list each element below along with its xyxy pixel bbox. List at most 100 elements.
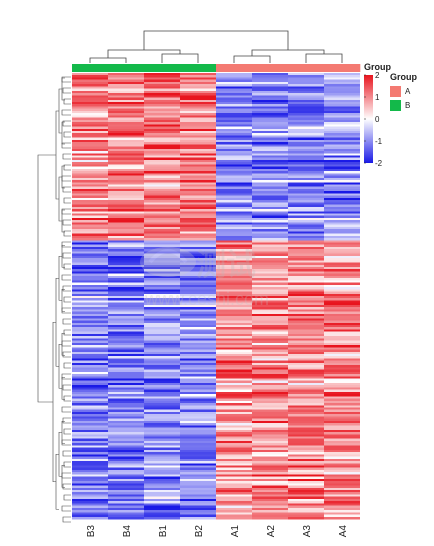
- heatmap-cell: [324, 391, 360, 395]
- heatmap-cell: [288, 142, 324, 145]
- heatmap-cell: [324, 269, 360, 272]
- heatmap-cell: [252, 478, 288, 482]
- heatmap-cell: [144, 336, 180, 339]
- heatmap-cell: [144, 378, 180, 382]
- heatmap-cell: [216, 119, 252, 123]
- heatmap-cell: [72, 467, 108, 471]
- heatmap-cell: [144, 472, 180, 475]
- heatmap-cell: [216, 137, 252, 141]
- heatmap-cell: [108, 387, 144, 390]
- heatmap-cell: [324, 438, 360, 442]
- heatmap-cell: [72, 347, 108, 350]
- heatmap-cell: [144, 115, 180, 118]
- heatmap-cell: [72, 244, 108, 248]
- heatmap-cell: [324, 311, 360, 315]
- heatmap-cell: [144, 124, 180, 127]
- heatmap-cell: [216, 204, 252, 208]
- heatmap-cell: [216, 209, 252, 212]
- heatmap-cell: [108, 79, 144, 83]
- heatmap-cell: [324, 385, 360, 388]
- heatmap-cell: [144, 206, 180, 210]
- heatmap-cell: [144, 465, 180, 469]
- heatmap-cell: [108, 146, 144, 150]
- heatmap-cell: [180, 191, 216, 194]
- heatmap-cell: [180, 231, 216, 234]
- heatmap-cell: [324, 447, 360, 451]
- heatmap-cell: [324, 445, 360, 448]
- heatmap-cell: [324, 510, 360, 513]
- heatmap-cell: [288, 307, 324, 310]
- heatmap-cell: [144, 95, 180, 98]
- heatmap-cell: [288, 75, 324, 78]
- heatmap-cell: [180, 137, 216, 141]
- heatmap-cell: [72, 316, 108, 319]
- heatmap-cell: [216, 445, 252, 448]
- heatmap-cell: [216, 327, 252, 330]
- heatmap-cell: [108, 186, 144, 190]
- heatmap-cell: [216, 369, 252, 373]
- heatmap-cell: [324, 137, 360, 141]
- heatmap-cell: [252, 311, 288, 315]
- heatmap-cell: [252, 99, 288, 103]
- heatmap-cell: [72, 264, 108, 268]
- heatmap-cell: [288, 414, 324, 417]
- heatmap-cell: [252, 289, 288, 292]
- heatmap-cell: [288, 175, 324, 179]
- heatmap-cell: [108, 240, 144, 243]
- heatmap-cell: [72, 338, 108, 341]
- heatmap-cell: [72, 249, 108, 252]
- heatmap-cell: [252, 496, 288, 500]
- heatmap-cell: [324, 126, 360, 130]
- heatmap-cell: [252, 452, 288, 455]
- heatmap-cell: [288, 440, 324, 444]
- heatmap-cell: [252, 115, 288, 118]
- heatmap-cell: [216, 106, 252, 109]
- heatmap-cell: [144, 409, 180, 413]
- dendrogram-branch: [58, 431, 62, 477]
- heatmap-cell: [288, 304, 324, 308]
- heatmap-cell: [108, 396, 144, 399]
- heatmap-cell: [288, 436, 324, 440]
- heatmap-cell: [72, 90, 108, 94]
- heatmap-cell: [252, 371, 288, 375]
- heatmap-cell: [144, 146, 180, 150]
- heatmap-cell: [144, 168, 180, 172]
- heatmap-cell: [216, 425, 252, 428]
- heatmap-cell: [324, 461, 360, 464]
- heatmap-cell: [180, 142, 216, 145]
- heatmap-cell: [288, 338, 324, 341]
- heatmap-cell: [216, 200, 252, 203]
- heatmap-cell: [252, 284, 288, 288]
- heatmap-cell: [72, 280, 108, 283]
- heatmap-cell: [216, 184, 252, 188]
- heatmap-cell: [252, 166, 288, 170]
- heatmap-cell: [324, 242, 360, 246]
- heatmap-cell: [144, 427, 180, 431]
- heatmap-cell: [252, 474, 288, 477]
- heatmap-cell: [324, 324, 360, 328]
- heatmap-cell: [108, 369, 144, 373]
- heatmap-cell: [144, 416, 180, 419]
- heatmap-cell: [324, 302, 360, 306]
- heatmap-cell: [180, 300, 216, 303]
- heatmap-cell: [288, 389, 324, 393]
- heatmap-cell: [288, 81, 324, 85]
- heatmap-cell: [144, 128, 180, 132]
- heatmap-cell: [288, 356, 324, 359]
- heatmap-cell: [180, 175, 216, 179]
- heatmap-cell: [216, 382, 252, 386]
- heatmap-cell: [324, 258, 360, 261]
- heatmap-cell: [252, 434, 288, 437]
- heatmap-cell: [324, 153, 360, 156]
- heatmap-cell: [144, 496, 180, 500]
- heatmap-cell: [144, 119, 180, 123]
- heatmap-cell: [324, 255, 360, 259]
- heatmap-cell: [144, 516, 180, 520]
- heatmap-cell: [288, 454, 324, 457]
- heatmap-cell: [324, 356, 360, 359]
- heatmap-cell: [288, 159, 324, 163]
- heatmap-cell: [324, 86, 360, 89]
- heatmap-cell: [252, 217, 288, 221]
- heatmap-cell: [324, 273, 360, 277]
- heatmap-cell: [216, 510, 252, 513]
